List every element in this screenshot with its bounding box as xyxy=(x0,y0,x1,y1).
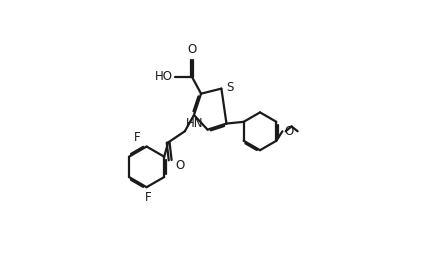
Text: F: F xyxy=(134,131,141,144)
Text: HN: HN xyxy=(185,117,203,130)
Text: O: O xyxy=(176,158,185,172)
Text: HO: HO xyxy=(155,70,173,83)
Text: O: O xyxy=(284,125,293,138)
Text: O: O xyxy=(187,43,197,56)
Text: F: F xyxy=(145,191,152,204)
Text: S: S xyxy=(226,81,233,94)
